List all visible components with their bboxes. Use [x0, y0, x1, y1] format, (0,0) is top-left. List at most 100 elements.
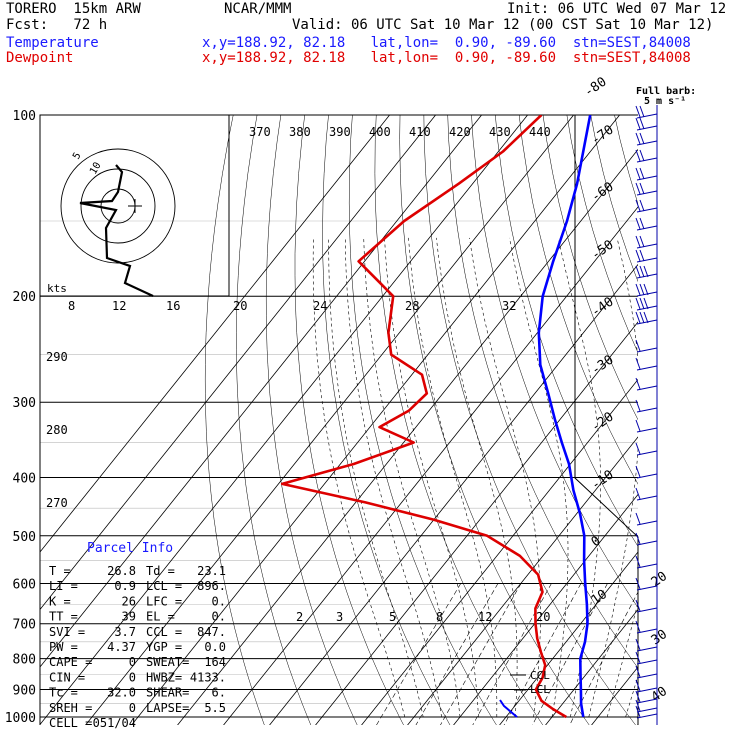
- center-name: NCAR/MMM: [224, 1, 292, 17]
- parcel-row-value: 3.7: [114, 625, 136, 639]
- wind-barb-flag: [635, 442, 641, 455]
- parcel-row-label: LFC =: [146, 594, 182, 608]
- isotherm-line: [40, 115, 391, 553]
- wind-barb-flag: [639, 132, 645, 145]
- wind-barb-flag: [635, 512, 641, 525]
- wind-barb: [636, 646, 658, 652]
- mixing-ratio-label: 8: [436, 610, 443, 624]
- wind-barb: [636, 140, 658, 146]
- isotherm-line: [85, 115, 575, 725]
- wind-barb-flag: [635, 399, 641, 412]
- wind-barb: [636, 347, 658, 353]
- wind-barb: [636, 707, 658, 713]
- parcel-row-value: 0: [129, 655, 136, 669]
- mixing-ratio-label: 20: [536, 610, 550, 624]
- hodograph-ring-label: 5: [71, 151, 84, 162]
- parcel-row-value: 26: [122, 594, 136, 608]
- wind-barb: [636, 243, 658, 249]
- wind-barb-flag: [639, 217, 645, 230]
- parcel-row-label: CCL =: [146, 625, 182, 639]
- wind-barb-flag: [643, 283, 649, 296]
- parcel-row-label: PW =: [49, 640, 78, 654]
- dry-adiabat: [518, 115, 638, 485]
- isotherm-line: [407, 436, 638, 725]
- hodograph-units: kts: [47, 282, 67, 295]
- init-time: Init: 06 UTC Wed 07 Mar 12: [507, 1, 727, 17]
- parcel-row-label: LAPSE=: [146, 701, 189, 715]
- wind-barb: [636, 698, 658, 704]
- pressure-tick-label: 500: [13, 530, 36, 545]
- wind-barb: [636, 540, 658, 546]
- isotherm-label: -20: [589, 410, 617, 436]
- wind-barb: [636, 520, 658, 526]
- moist-adiabat: [588, 237, 638, 718]
- dry-adiabat: [682, 102, 740, 731]
- wind-barb-flag: [635, 651, 641, 664]
- wind-barb: [636, 687, 658, 693]
- wind-barb-flag: [635, 577, 641, 590]
- parcel-row-value: 5.5: [204, 701, 226, 715]
- pressure-tick-label: 400: [13, 471, 36, 486]
- wind-barb-flag: [635, 182, 641, 195]
- wind-barb-flag: [635, 167, 641, 180]
- isotherm-label: -50: [589, 238, 617, 264]
- wind-barb-flag: [635, 283, 641, 296]
- theta-label: 280: [46, 423, 68, 437]
- isotherm-line: [269, 263, 638, 725]
- pressure-tick-label: 800: [13, 653, 36, 668]
- hodograph-speed-label: 28: [405, 299, 419, 313]
- mixing-ratio-line: [376, 583, 462, 725]
- barb-legend-title: Full barb:: [636, 86, 696, 97]
- wind-barb: [636, 207, 658, 213]
- wind-barb: [636, 673, 658, 679]
- wind-barb: [636, 225, 658, 231]
- isotherm-line: [637, 723, 638, 725]
- dry-adiabat: [542, 115, 638, 421]
- wind-barb-flag: [639, 265, 645, 278]
- wind-barb: [636, 175, 658, 181]
- theta-label: 380: [289, 125, 311, 139]
- hodograph-speed-label: 8: [68, 299, 75, 313]
- isotherm-label: 40: [649, 684, 670, 705]
- mixing-ratio-label: 2: [296, 610, 303, 624]
- isotherm-label: -10: [589, 468, 617, 494]
- barb-legend-unit: 5 m s⁻¹: [644, 96, 686, 107]
- wind-barb-flag: [635, 419, 641, 432]
- wind-barb-flag: [643, 265, 649, 278]
- theta-label: 270: [46, 496, 68, 510]
- wind-barb-flag: [635, 699, 641, 712]
- dry-adiabat: [374, 115, 544, 725]
- dry-adiabat: [614, 115, 638, 205]
- hodograph: kts 5 10: [39, 114, 230, 297]
- wind-barb: [636, 585, 658, 591]
- wind-barb: [636, 659, 658, 665]
- pressure-tick-label: 700: [13, 618, 36, 633]
- wind-barb-flag: [639, 182, 645, 195]
- valid-time: Valid: 06 UTC Sat 10 Mar 12 (00 CST Sat …: [292, 17, 714, 33]
- wind-barb: [636, 273, 658, 279]
- parcel-row-label: SWEAT=: [146, 655, 189, 669]
- wind-barb: [636, 495, 658, 501]
- moist-adiabat: [625, 675, 638, 718]
- wind-barb-flag: [639, 235, 645, 248]
- isotherm-line: [40, 115, 437, 611]
- wind-barb-flag: [635, 690, 641, 703]
- pressure-tick-label: 1000: [5, 711, 36, 726]
- parcel-row-label: T =: [49, 564, 71, 578]
- parcel-row-label: Td =: [146, 564, 175, 578]
- wind-barb-flag: [639, 117, 645, 130]
- wind-barb-flag: [635, 465, 641, 478]
- wind-barb: [636, 190, 658, 196]
- parcel-row-value: 6.: [212, 686, 226, 700]
- theta-label: 400: [369, 125, 391, 139]
- isotherm-line: [177, 148, 638, 725]
- parcel-row-label: EL =: [146, 610, 175, 624]
- wind-barb-flag: [635, 487, 641, 500]
- wind-barb-flag: [635, 235, 641, 248]
- parcel-row-value: 896.: [197, 579, 226, 593]
- wind-barb-flag: [635, 199, 641, 212]
- parcel-row-label: CAPE =: [49, 655, 92, 669]
- isotherm-line: [499, 551, 638, 725]
- mixing-ratio-line: [415, 583, 499, 725]
